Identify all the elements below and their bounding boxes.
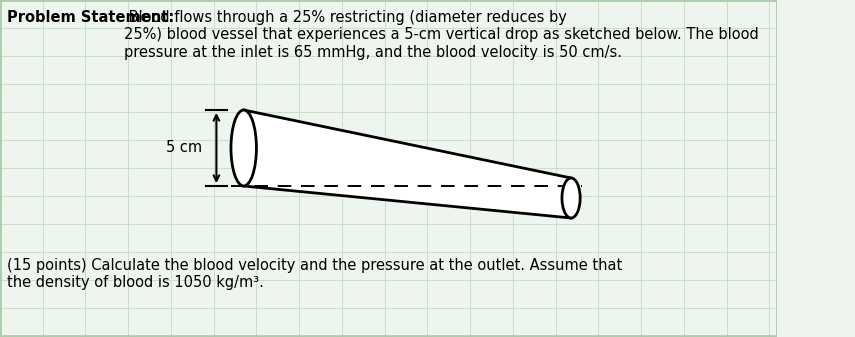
- Text: Problem Statement:: Problem Statement:: [8, 10, 174, 25]
- Text: 5 cm: 5 cm: [166, 141, 202, 155]
- Ellipse shape: [231, 110, 256, 186]
- Text: (15 points) Calculate the blood velocity and the pressure at the outlet. Assume : (15 points) Calculate the blood velocity…: [8, 258, 622, 290]
- Text: Blood flows through a 25% restricting (diameter reduces by
25%) blood vessel tha: Blood flows through a 25% restricting (d…: [124, 10, 758, 60]
- Ellipse shape: [562, 178, 581, 218]
- Polygon shape: [244, 110, 571, 218]
